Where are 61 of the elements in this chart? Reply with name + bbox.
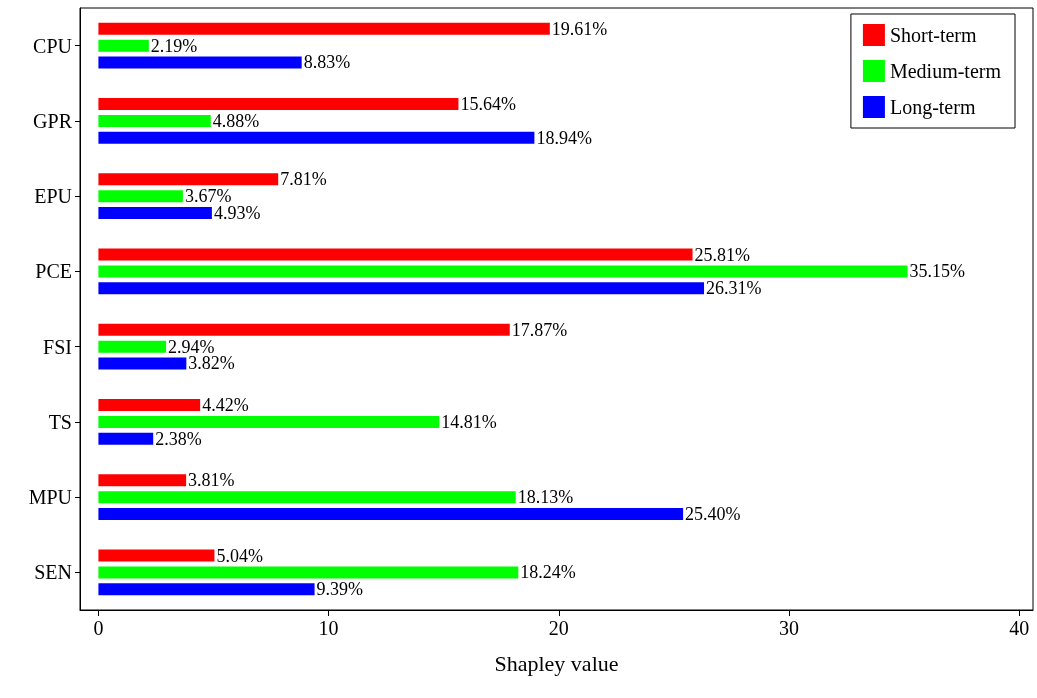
bar xyxy=(98,549,215,562)
y-tick-label: GPR xyxy=(33,109,73,132)
bar xyxy=(98,265,908,278)
data-label: 26.31% xyxy=(706,278,762,299)
data-label: 14.81% xyxy=(441,411,497,432)
legend-label: Medium-term xyxy=(889,60,1002,82)
bar xyxy=(98,491,516,504)
bar xyxy=(98,340,167,353)
bar xyxy=(98,399,201,412)
data-label: 35.15% xyxy=(909,261,966,282)
bar xyxy=(98,357,187,370)
bar xyxy=(98,507,684,520)
data-label: 15.64% xyxy=(460,94,516,115)
data-label: 8.83% xyxy=(303,52,351,73)
y-tick-label: TS xyxy=(48,410,72,433)
data-label: 4.42% xyxy=(202,395,249,416)
x-tick-label: 30 xyxy=(779,617,799,639)
bar xyxy=(98,98,459,111)
x-tick-label: 40 xyxy=(1009,617,1030,639)
data-label: 7.81% xyxy=(280,169,327,190)
y-tick-label: PCE xyxy=(35,260,72,283)
bar xyxy=(98,323,510,336)
bar xyxy=(98,22,550,35)
y-tick-label: CPU xyxy=(33,34,73,57)
bar xyxy=(98,474,187,487)
data-label: 2.38% xyxy=(155,428,202,449)
data-label: 2.19% xyxy=(150,35,198,56)
y-tick-label: MPU xyxy=(28,486,73,509)
bar xyxy=(98,206,212,219)
legend-label: Short-term xyxy=(889,24,978,46)
data-label: 5.04% xyxy=(216,545,263,566)
bar xyxy=(98,583,315,596)
y-tick-label: SEN xyxy=(34,561,72,584)
data-label: 18.24% xyxy=(520,562,576,583)
legend-label: Long-term xyxy=(889,96,976,119)
bar xyxy=(98,248,693,261)
y-tick-label: FSI xyxy=(43,335,72,358)
data-label: 4.88% xyxy=(212,110,260,131)
bar xyxy=(98,415,440,428)
bar xyxy=(98,566,519,579)
data-label: 17.87% xyxy=(511,319,568,340)
data-label: 19.61% xyxy=(551,18,608,39)
bar xyxy=(98,114,211,127)
bar xyxy=(98,131,535,144)
bar xyxy=(98,56,302,69)
data-label: 9.39% xyxy=(316,579,364,600)
bar xyxy=(98,282,705,295)
bar xyxy=(98,173,279,186)
data-label: 25.81% xyxy=(694,244,751,265)
y-tick-label: EPU xyxy=(34,185,73,208)
x-tick-label: 20 xyxy=(548,617,569,639)
data-label: 25.40% xyxy=(685,503,741,524)
x-axis-title: Shapley value xyxy=(494,650,619,676)
x-tick-label: 0 xyxy=(93,617,104,639)
bar xyxy=(98,190,183,203)
data-label: 3.81% xyxy=(188,470,235,491)
data-label: 18.94% xyxy=(536,127,592,148)
bar xyxy=(98,39,149,52)
x-tick-label: 10 xyxy=(318,617,339,639)
data-label: 18.13% xyxy=(517,487,574,508)
bar xyxy=(98,432,154,445)
